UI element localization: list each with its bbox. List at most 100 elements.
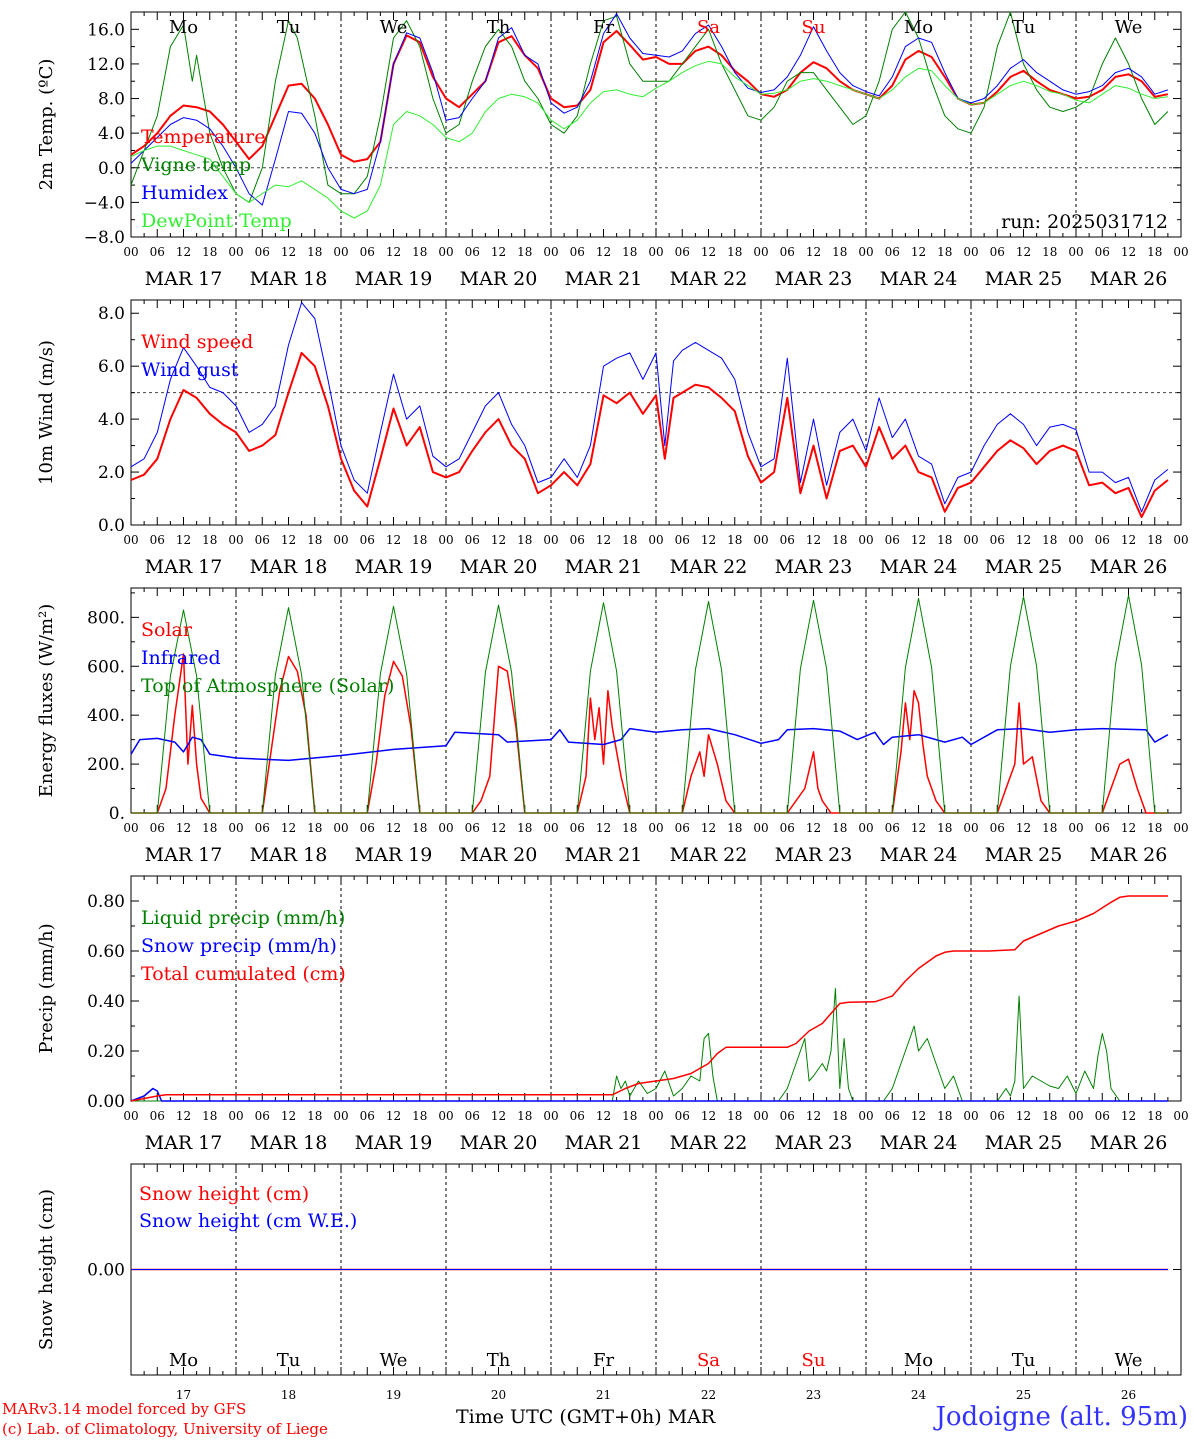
hour-tick-label: 18 [412, 245, 427, 259]
day-number-label: 19 [386, 1388, 401, 1402]
hour-tick-label: 06 [150, 245, 165, 259]
legend-entry: Wind speed [141, 331, 253, 353]
plot-frame [130, 587, 1182, 814]
hour-tick-label: 06 [1095, 821, 1110, 835]
hour-tick-label: 18 [1042, 245, 1057, 259]
hour-tick-label: 18 [1042, 1109, 1057, 1123]
hour-tick-label: 12 [596, 245, 611, 259]
hour-tick-label: 00 [438, 245, 453, 259]
y-tick-label: 16.0 [87, 20, 125, 40]
date-label: MAR 21 [565, 556, 643, 578]
hour-tick-label: 00 [648, 821, 663, 835]
date-label: MAR 19 [355, 1132, 433, 1154]
hour-tick-label: 18 [517, 245, 532, 259]
legend-entry: DewPoint Temp [141, 210, 292, 232]
date-label: MAR 23 [775, 1132, 853, 1154]
day-number-label: 17 [176, 1388, 191, 1402]
hour-tick-label: 06 [1095, 533, 1110, 547]
station-name: Jodoigne (alt. 95m) [935, 1402, 1188, 1432]
hour-tick-label: 12 [491, 821, 506, 835]
date-label: MAR 24 [880, 268, 958, 290]
hour-tick-label: 12 [491, 1109, 506, 1123]
hour-tick-label: 18 [412, 1109, 427, 1123]
y-tick-label: 6.0 [98, 357, 125, 377]
y-tick-label: 800. [87, 608, 125, 628]
legend-entry: Temperature [141, 126, 265, 148]
date-label: MAR 26 [1090, 844, 1168, 866]
date-label: MAR 17 [145, 844, 223, 866]
hour-tick-label: 06 [675, 245, 690, 259]
weekday-label-bottom: Fr [593, 1350, 614, 1371]
hour-tick-label: 00 [1173, 1109, 1188, 1123]
day-number-label: 20 [491, 1388, 506, 1402]
hour-tick-label: 18 [202, 821, 217, 835]
hour-tick-label: 06 [780, 245, 795, 259]
weekday-label-top: Su [802, 17, 826, 38]
y-axis-label: Snow height (cm) [36, 1189, 57, 1350]
weekday-label-top: Tu [1012, 17, 1036, 38]
date-label: MAR 25 [985, 844, 1063, 866]
hour-tick-label: 00 [123, 1109, 138, 1123]
date-label: MAR 20 [460, 844, 538, 866]
date-label: MAR 20 [460, 1132, 538, 1154]
series-line-top-of-atmosphere-solar- [131, 594, 1168, 814]
hour-tick-label: 00 [648, 245, 663, 259]
hour-tick-label: 06 [465, 245, 480, 259]
hour-tick-label: 12 [911, 245, 926, 259]
weekday-label-top: Sa [697, 17, 720, 38]
hour-tick-label: 12 [1121, 533, 1136, 547]
legend-entry: Humidex [141, 182, 228, 204]
y-tick-label: 200. [87, 755, 125, 775]
day-number-label: 21 [596, 1388, 611, 1402]
series-line-snow-precip-mm-h- [130, 1087, 1168, 1102]
hour-tick-label: 06 [990, 245, 1005, 259]
hour-tick-label: 18 [202, 1109, 217, 1123]
date-label: MAR 18 [250, 1132, 328, 1154]
hour-tick-label: 12 [806, 245, 821, 259]
hour-tick-label: 00 [543, 533, 558, 547]
hour-tick-label: 18 [727, 245, 742, 259]
weekday-label-bottom: We [380, 1350, 408, 1371]
weekday-label-top: We [1115, 17, 1143, 38]
hour-tick-label: 18 [202, 533, 217, 547]
hour-tick-label: 00 [438, 533, 453, 547]
hour-tick-label: 12 [386, 533, 401, 547]
hour-tick-label: 00 [858, 1109, 873, 1123]
hour-tick-label: 06 [675, 821, 690, 835]
hour-tick-label: 12 [176, 1109, 191, 1123]
hour-tick-label: 06 [360, 533, 375, 547]
y-tick-label: 0.80 [87, 892, 125, 912]
hour-tick-label: 18 [1147, 1109, 1162, 1123]
hour-tick-label: 00 [963, 533, 978, 547]
series-line-wind-speed [130, 351, 1169, 519]
hour-tick-label: 12 [176, 821, 191, 835]
hour-tick-label: 00 [123, 533, 138, 547]
date-label: MAR 25 [985, 268, 1063, 290]
plot-frame [130, 299, 1182, 526]
hour-tick-label: 00 [228, 533, 243, 547]
hour-tick-label: 06 [255, 533, 270, 547]
legend-entry: Top of Atmosphere (Solar) [141, 675, 394, 697]
date-label: MAR 21 [565, 844, 643, 866]
hour-tick-label: 12 [1016, 533, 1031, 547]
hour-tick-label: 12 [701, 821, 716, 835]
hour-tick-label: 12 [386, 245, 401, 259]
hour-tick-label: 12 [596, 1109, 611, 1123]
weekday-label-top: Tu [277, 17, 301, 38]
hour-tick-label: 12 [176, 245, 191, 259]
y-tick-label: 4.0 [98, 124, 125, 144]
hour-tick-label: 18 [727, 821, 742, 835]
hour-tick-label: 18 [937, 533, 952, 547]
hour-tick-label: 00 [1068, 245, 1083, 259]
hour-tick-label: 12 [1121, 821, 1136, 835]
hour-tick-label: 00 [438, 821, 453, 835]
hour-tick-label: 06 [1095, 245, 1110, 259]
hour-tick-label: 00 [753, 1109, 768, 1123]
day-number-label: 22 [701, 1388, 716, 1402]
series-line-dewpoint-temp [130, 60, 1168, 219]
hour-tick-label: 18 [832, 1109, 847, 1123]
hour-tick-label: 00 [858, 533, 873, 547]
y-tick-label: 0.20 [87, 1042, 125, 1062]
hour-tick-label: 00 [858, 821, 873, 835]
